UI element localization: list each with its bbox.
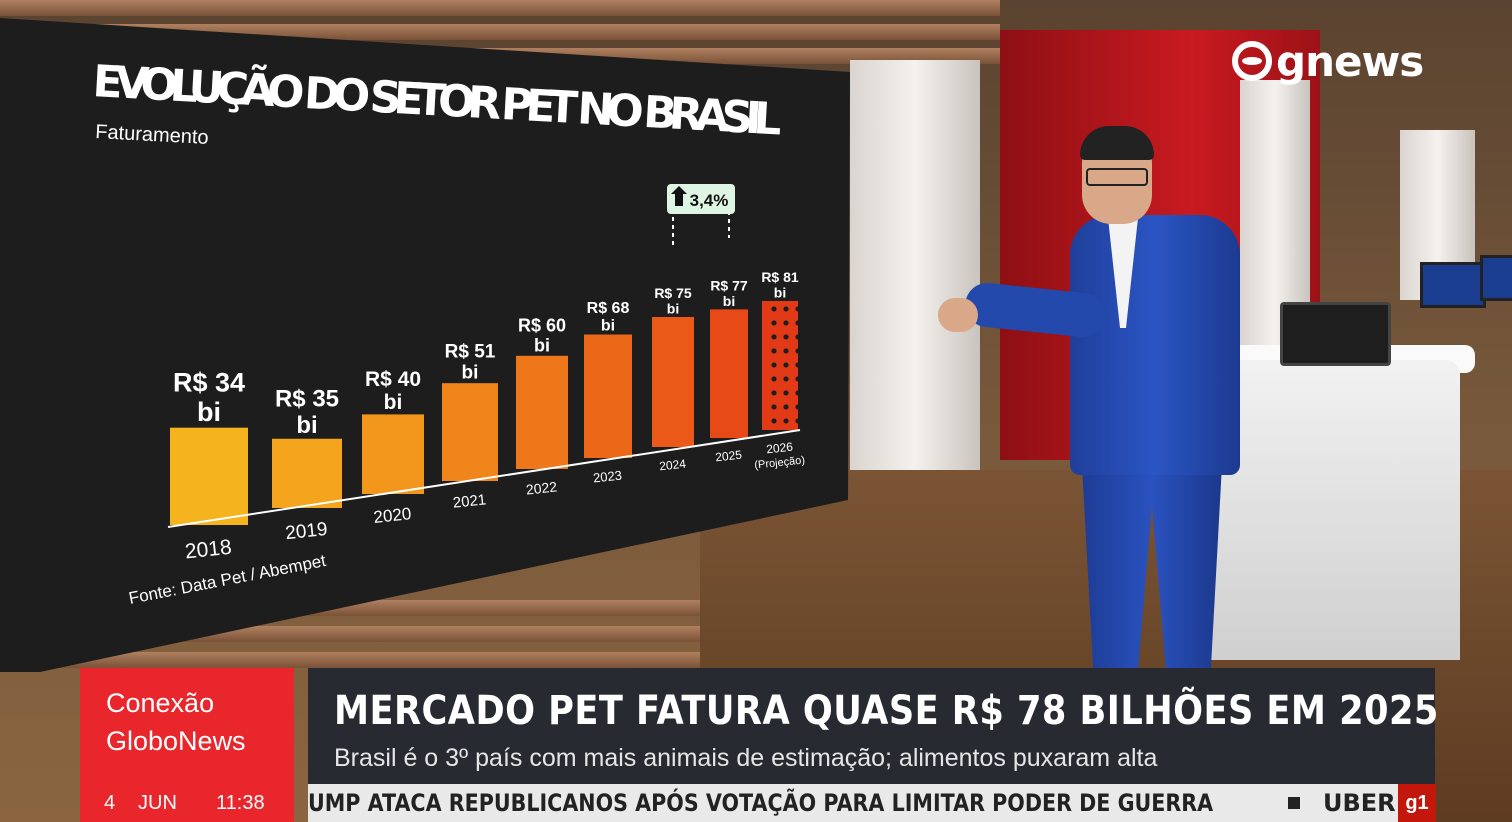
ticker-text: UMP ATACA REPUBLICANOS APÓS VOTAÇÃO PARA… <box>308 789 1214 817</box>
presenter-glasses <box>1086 168 1148 186</box>
laptop <box>1280 302 1391 366</box>
g1-badge: g1 <box>1398 784 1436 822</box>
globo-globe-icon <box>1232 41 1272 81</box>
date-month: JUN <box>138 792 177 814</box>
date-day: 4 <box>104 792 116 814</box>
channel-logo: gnews <box>1232 36 1432 86</box>
studio-pillar <box>850 60 980 500</box>
news-desk <box>1210 360 1460 660</box>
clock-time: 11:38 <box>216 792 265 814</box>
news-ticker: UMP ATACA REPUBLICANOS APÓS VOTAÇÃO PARA… <box>308 784 1435 822</box>
ticker-separator <box>1288 797 1300 809</box>
presenter-hair <box>1080 126 1154 160</box>
studio-monitor <box>1480 255 1512 301</box>
show-name-box: Conexão GloboNews <box>80 668 294 784</box>
presenter-hand <box>938 298 978 332</box>
wall-slat <box>0 0 1000 16</box>
date-time-bar: 4 JUN 11:38 <box>80 784 294 822</box>
subheadline: Brasil é o 3º país com mais animais de e… <box>334 744 1158 772</box>
headline: MERCADO PET FATURA QUASE R$ 78 BILHÕES E… <box>334 688 1439 734</box>
ticker-next-text: UBER <box>1323 789 1396 817</box>
wall-slat <box>0 24 1000 40</box>
studio-monitor <box>1420 262 1486 308</box>
presenter-suit <box>1070 215 1240 475</box>
headline-box: MERCADO PET FATURA QUASE R$ 78 BILHÕES E… <box>308 668 1438 784</box>
channel-logo-text: gnews <box>1276 36 1424 86</box>
show-name: Conexão GloboNews <box>106 688 246 756</box>
